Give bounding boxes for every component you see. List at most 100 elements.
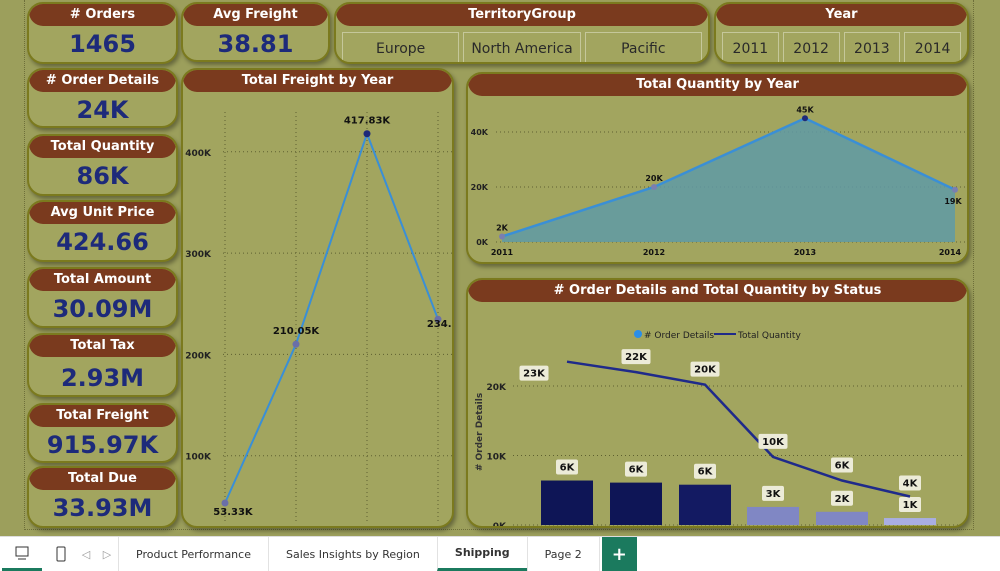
x-tick-label: 2011 (491, 248, 514, 257)
y-tick-label: 40K (471, 128, 489, 137)
kpi-label: Total Quantity (29, 136, 176, 158)
slicer-title: Year (716, 4, 967, 26)
legend-label: Total Quantity (737, 331, 801, 341)
data-point (292, 340, 300, 348)
quantity-area-chart: 0K 20K 40K 2011 2K 2012 20K 2013 45K 2014 19K (471, 105, 967, 257)
x-tick-label: 2012 (643, 248, 665, 257)
desktop-view-icon[interactable] (2, 537, 42, 571)
page-tabs-bar: ◁ ▷ Product Performance Sales Insights b… (0, 536, 1000, 571)
slicer-title: TerritoryGroup (336, 4, 708, 26)
data-label: 53.33K (213, 507, 254, 518)
territory-slicer: TerritoryGroup Europe North America Pacifi… (334, 2, 710, 64)
data-point (221, 499, 229, 507)
x-tick-label: 2014 (939, 248, 962, 257)
line-data-label: 20K (694, 365, 717, 376)
bar-data-label-bg (625, 461, 647, 477)
slicer-option-2014[interactable]: 2014 (904, 32, 961, 62)
chart-title: Total Freight by Year (183, 70, 452, 92)
quantity-line (501, 116, 956, 238)
bar-data-label: 6K (629, 465, 645, 476)
line-data-label: 23K (523, 369, 546, 380)
chart-title: # Order Details and Total Quantity by St… (468, 280, 967, 302)
line-data-label-bg (758, 433, 788, 449)
y-axis-title: # Order Details (475, 393, 485, 471)
kpi-label: Total Freight (29, 405, 176, 427)
slicer-option-2013[interactable]: 2013 (843, 32, 901, 62)
data-point (651, 184, 657, 190)
kpi-label: # Orders (29, 4, 176, 26)
legend-label: # Order Details (644, 331, 714, 341)
slicer-option-2011[interactable]: 2011 (722, 32, 779, 62)
bar-data-label: 6K (560, 463, 576, 474)
y-tick-label: 0K (476, 238, 489, 247)
kpi-label: # Order Details (29, 70, 176, 92)
year-slicer: Year 2011 2012 2013 2014 (714, 2, 969, 64)
kpi-label: Avg Unit Price (29, 202, 176, 224)
bar-data-label: 3K (766, 489, 782, 500)
line-data-label: 6K (835, 461, 851, 472)
line-data-label: 10K (762, 437, 785, 448)
tab-page-2[interactable]: Page 2 (526, 537, 600, 571)
bar (679, 484, 731, 525)
quantity-chart-card: Total Quantity by Year 0K 20K 40K 2011 2K 201… (466, 72, 969, 264)
add-page-button[interactable]: + (601, 537, 637, 571)
line-data-label-bg (519, 365, 549, 381)
kpi-avg-unit-price: Avg Unit Price 424.66 (27, 200, 178, 262)
next-page-icon[interactable]: ▷ (102, 547, 112, 561)
data-label: 45K (796, 105, 814, 114)
kpi-value: 33.93M (52, 494, 153, 522)
kpi-total-freight: Total Freight 915.97K (27, 403, 178, 463)
kpi-label: Avg Freight (183, 4, 328, 26)
kpi-total-due: Total Due 33.93M (27, 466, 178, 528)
data-point (434, 315, 442, 323)
bar-data-label: 2K (835, 494, 851, 505)
kpi-label: Total Amount (29, 269, 176, 291)
bar-data-label-bg (556, 459, 578, 475)
slicer-option-pacific[interactable]: Pacific (584, 32, 702, 62)
total-quantity-line (566, 360, 911, 498)
bar-data-label-bg (694, 463, 716, 479)
y-tick-label: 100K (185, 453, 212, 463)
kpi-total-quantity: Total Quantity 86K (27, 134, 178, 196)
line-data-label-bg (899, 475, 921, 491)
bar-data-label-bg (831, 490, 853, 506)
quantity-area (502, 118, 955, 242)
bar (541, 480, 593, 525)
bar (884, 518, 936, 525)
line-data-label: 4K (903, 479, 919, 490)
bar-data-label-bg (762, 485, 784, 501)
data-label: 234.76K (427, 319, 454, 330)
slicer-option-europe[interactable]: Europe (342, 32, 460, 62)
data-point (499, 233, 505, 240)
data-label: 417.83K (344, 116, 392, 127)
data-label: 2K (496, 224, 509, 233)
freight-chart-card: Total Freight by Year 100K200K300K400K20… (181, 68, 454, 528)
freight-line-chart: 100K200K300K400K201120122013201453.33K21… (185, 112, 454, 522)
status-chart-card: # Order Details and Total Quantity by St… (466, 278, 969, 528)
kpi-value: 86K (76, 162, 129, 190)
kpi-orders: # Orders 1465 (27, 2, 178, 64)
tab-product-performance[interactable]: Product Performance (118, 537, 268, 571)
bar-data-label: 1K (903, 500, 919, 511)
data-point (952, 186, 958, 193)
y-tick-label: 300K (185, 250, 212, 260)
slicer-option-north-america[interactable]: North America (463, 32, 581, 62)
chart-title: Total Quantity by Year (468, 74, 967, 96)
y-tick-label: 20K (471, 183, 489, 192)
mobile-view-icon[interactable] (46, 537, 76, 571)
page-guide (24, 0, 974, 530)
y-tick-label: 200K (185, 351, 212, 361)
tab-sales-insights-by-region[interactable]: Sales Insights by Region (267, 537, 437, 571)
kpi-order-details: # Order Details 24K (27, 68, 178, 128)
kpi-value: 2.93M (60, 364, 145, 392)
bar-data-label-bg (899, 497, 921, 513)
kpi-value: 424.66 (56, 228, 149, 256)
prev-page-icon[interactable]: ◁ (81, 547, 91, 561)
kpi-value: 38.81 (217, 30, 294, 58)
y-tick-label: 0K (493, 522, 507, 528)
tab-shipping[interactable]: Shipping (436, 537, 527, 571)
line-data-label: 22K (625, 352, 648, 363)
data-label: 210.05K (273, 326, 321, 337)
slicer-option-2012[interactable]: 2012 (782, 32, 840, 62)
line-data-label-bg (831, 457, 853, 473)
